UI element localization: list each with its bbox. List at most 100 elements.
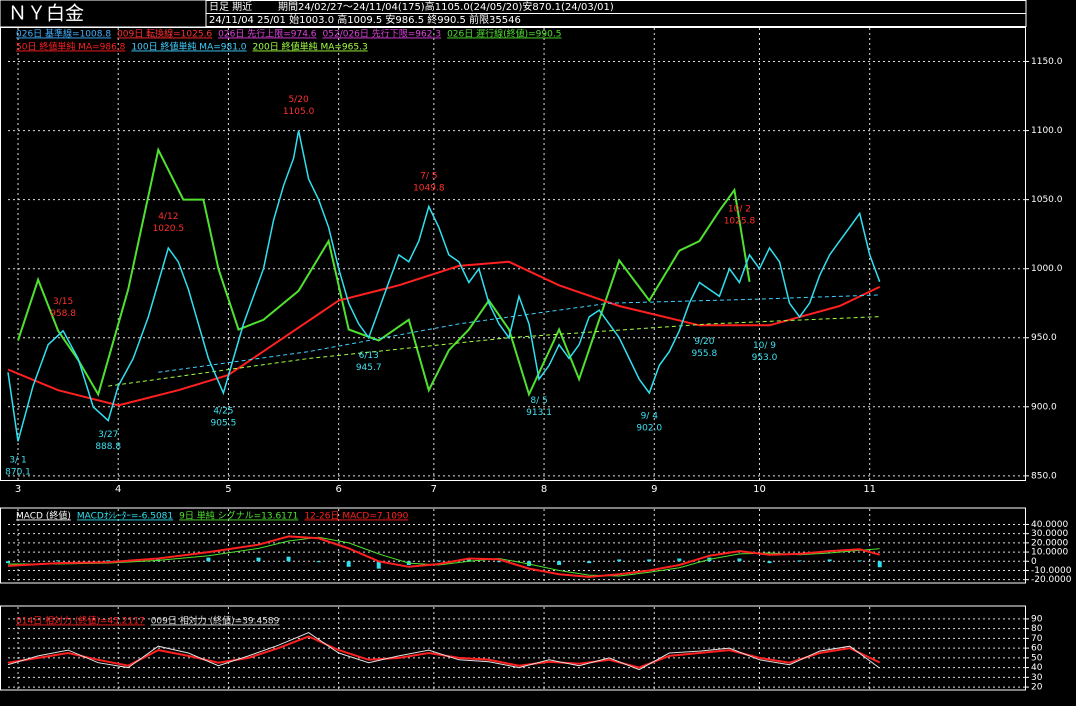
price-line <box>7 130 881 442</box>
series-line <box>158 294 880 373</box>
legend-entry: 014日 相対力 (終値)=45.2117 <box>16 615 145 627</box>
histogram-bar <box>206 557 211 562</box>
histogram-bar <box>256 557 261 562</box>
y-tick-label: 80 <box>1031 624 1043 634</box>
annotation-price: 902.0 <box>636 424 662 434</box>
annotation-date: 9/20 <box>694 337 714 347</box>
legend-entry: 100日 終値単純 MA=981.0 <box>131 41 246 53</box>
histogram-bar <box>496 561 501 563</box>
y-tick-label: 900.0 <box>1031 402 1057 412</box>
y-tick-label: 950.0 <box>1031 333 1057 343</box>
legend-entry: 009日 相対力 (終値)=39.4589 <box>151 615 280 627</box>
y-tick-label: 50 <box>1031 653 1043 663</box>
chart-title: ＮＹ白金 <box>8 3 84 25</box>
y-tick-label: 30 <box>1031 673 1043 683</box>
histogram-bar <box>587 561 592 564</box>
y-tick-label: -10.0000 <box>1031 566 1072 576</box>
y-tick-label: 850.0 <box>1031 471 1057 481</box>
annotation-price: 955.8 <box>691 349 717 359</box>
annotation-price: 1025.8 <box>724 217 756 227</box>
y-tick-label: 90 <box>1031 614 1043 624</box>
histogram-bar <box>106 560 111 562</box>
annotation-price: 905.5 <box>211 419 237 429</box>
annotation-price: 870.1 <box>5 468 31 478</box>
legend-entry: 026日 遅行線(終値)=990.5 <box>447 28 561 40</box>
y-tick-label: 40 <box>1031 663 1043 673</box>
y-tick-label: 1150.0 <box>1031 57 1063 67</box>
histogram-bar <box>316 561 321 563</box>
annotation-price: 1049.8 <box>413 183 445 193</box>
legend-entry: 50日 終値単純 MA=986.8 <box>16 41 126 53</box>
histogram-bar <box>857 560 862 562</box>
plot-frame <box>0 507 1026 584</box>
legend-entry: 12-26日 MACD=7.1090 <box>304 511 408 522</box>
annotation-price: 1020.5 <box>153 224 185 234</box>
annotation-price: 958.8 <box>50 309 76 319</box>
y-tick-label: 1100.0 <box>1031 126 1063 136</box>
annotation-date: 5/20 <box>288 95 308 105</box>
y-tick-label: 70 <box>1031 634 1043 644</box>
annotation-date: 10/ 2 <box>728 205 751 215</box>
header-mode: 日足 期近 <box>209 0 252 13</box>
legend-entry: 026日 先行上限=974.6 <box>218 28 317 40</box>
series-line <box>108 316 880 387</box>
x-tick-label: 6 <box>335 484 341 495</box>
plot-frame <box>0 27 1026 481</box>
annotation-date: 7/ 5 <box>420 171 437 181</box>
y-tick-label: 20.0000 <box>1031 538 1068 548</box>
x-tick-label: 7 <box>431 484 437 495</box>
x-tick-label: 4 <box>115 484 121 495</box>
histogram-bar <box>877 561 882 568</box>
histogram-bar <box>56 560 61 562</box>
annotation-price: 1105.0 <box>283 107 315 117</box>
series-line <box>7 635 881 669</box>
annotation-date: 4/25 <box>213 407 233 417</box>
x-tick-label: 3 <box>15 484 21 495</box>
x-tick-label: 8 <box>541 484 547 495</box>
histogram-bar <box>346 561 351 567</box>
annotation-date: 4/12 <box>158 212 178 222</box>
histogram-bar <box>6 561 10 564</box>
y-tick-label: 1050.0 <box>1031 195 1063 205</box>
legend-entry: MACD (終値) <box>16 510 71 522</box>
y-tick-label: 40.0000 <box>1031 520 1068 530</box>
legend-entry: 9日 単純 シグナル=13.6171 <box>179 510 298 522</box>
x-tick-label: 10 <box>753 484 766 495</box>
histogram-bar <box>557 561 562 565</box>
annotation-price: 913.1 <box>526 408 552 418</box>
histogram-bar <box>376 561 381 569</box>
annotation-price: 945.7 <box>356 363 382 373</box>
header-latest: 24/11/04 25/01 始1003.0 高1009.5 安986.5 終9… <box>209 13 521 26</box>
legend-entry: MACDｵｼﾚｰﾀｰ=-6.5081 <box>77 511 173 522</box>
series-line <box>7 632 880 671</box>
legend-entry: 009日 転換線=1025.6 <box>117 28 212 40</box>
annotation-date: 6/13 <box>359 351 379 361</box>
x-tick-label: 9 <box>651 484 657 495</box>
histogram-bar <box>797 560 802 562</box>
legend-entry: 026日 基準線=1008.8 <box>16 28 111 40</box>
series-line <box>7 535 880 578</box>
y-tick-label: 1000.0 <box>1031 264 1063 274</box>
x-tick-label: 11 <box>863 484 876 495</box>
header-period: 期間24/02/27～24/11/04(175)高1105.0(24/05/20… <box>278 0 614 13</box>
series-line <box>17 146 751 398</box>
annotation-date: 10/ 9 <box>753 341 776 351</box>
y-tick-label: 0 <box>1031 557 1037 567</box>
annotation-price: 953.0 <box>752 353 778 363</box>
series-line <box>7 260 881 407</box>
histogram-bar <box>466 558 471 562</box>
histogram-bar <box>617 559 622 562</box>
annotation-date: 9/ 4 <box>641 412 659 422</box>
histogram-bar <box>436 560 441 562</box>
histogram-bar <box>647 559 652 562</box>
histogram-bar <box>767 561 772 564</box>
histogram-bar <box>737 558 742 562</box>
y-tick-label: -20.0000 <box>1031 575 1072 585</box>
y-tick-label: 10.0000 <box>1031 548 1068 558</box>
histogram-bar <box>286 556 291 562</box>
y-tick-label: 60 <box>1031 644 1043 654</box>
annotation-date: 3/27 <box>98 430 118 440</box>
legend-entry: 200日 終値単純 MA=965.3 <box>253 41 368 53</box>
y-tick-label: 30.0000 <box>1031 529 1068 539</box>
